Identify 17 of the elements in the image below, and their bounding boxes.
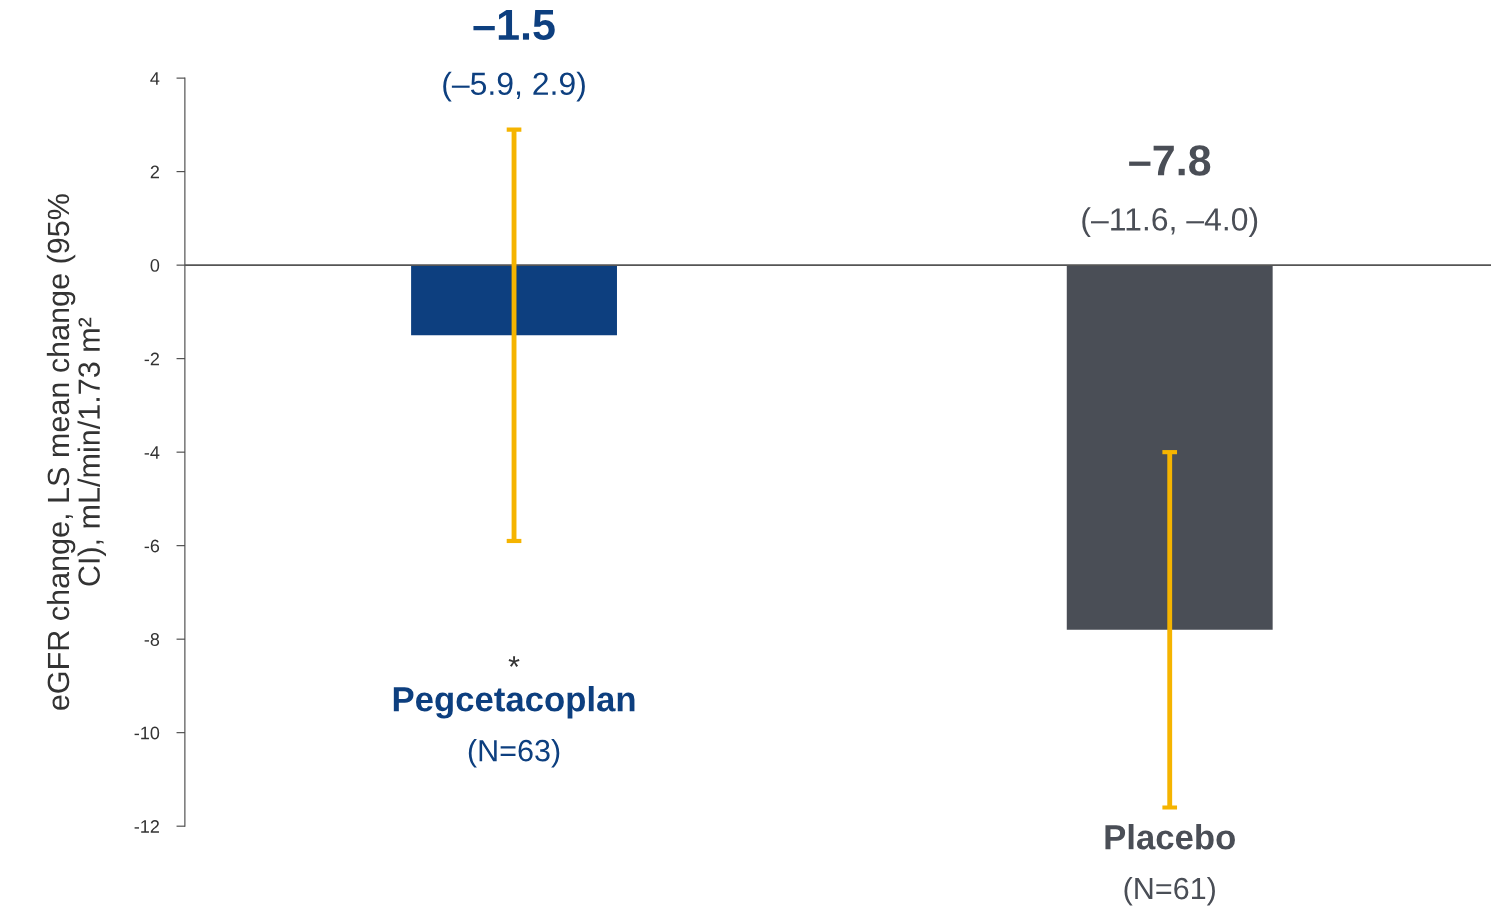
x-tick-label: Pegcetacoplan (N=63): [393, 686, 635, 768]
y-tick-label: -12: [134, 820, 159, 833]
annotation: *: [508, 656, 520, 667]
annotation: (–5.9, 2.9): [443, 71, 585, 102]
x-tick-label: Placebo (N=61): [1105, 824, 1235, 906]
y-tick-label: 2: [150, 165, 159, 179]
y-tick-label: -8: [144, 633, 160, 646]
annotation: –7.8: [1129, 145, 1211, 176]
y-tick-label: 4: [150, 72, 160, 85]
y-tick-label: -10: [134, 726, 160, 740]
text: –1.5: [473, 10, 555, 41]
y-tick-label: -2: [144, 352, 159, 366]
y-tick-label: -4: [144, 446, 160, 459]
y-tick-label: 0: [150, 259, 160, 272]
annotation: (–11.6, –4.0): [1082, 207, 1258, 237]
y-axis-title: eGFR change, LS mean change (95% CI), mL/min/1.73 m²: [46, 194, 106, 710]
y-tick-label: -6: [144, 539, 160, 553]
